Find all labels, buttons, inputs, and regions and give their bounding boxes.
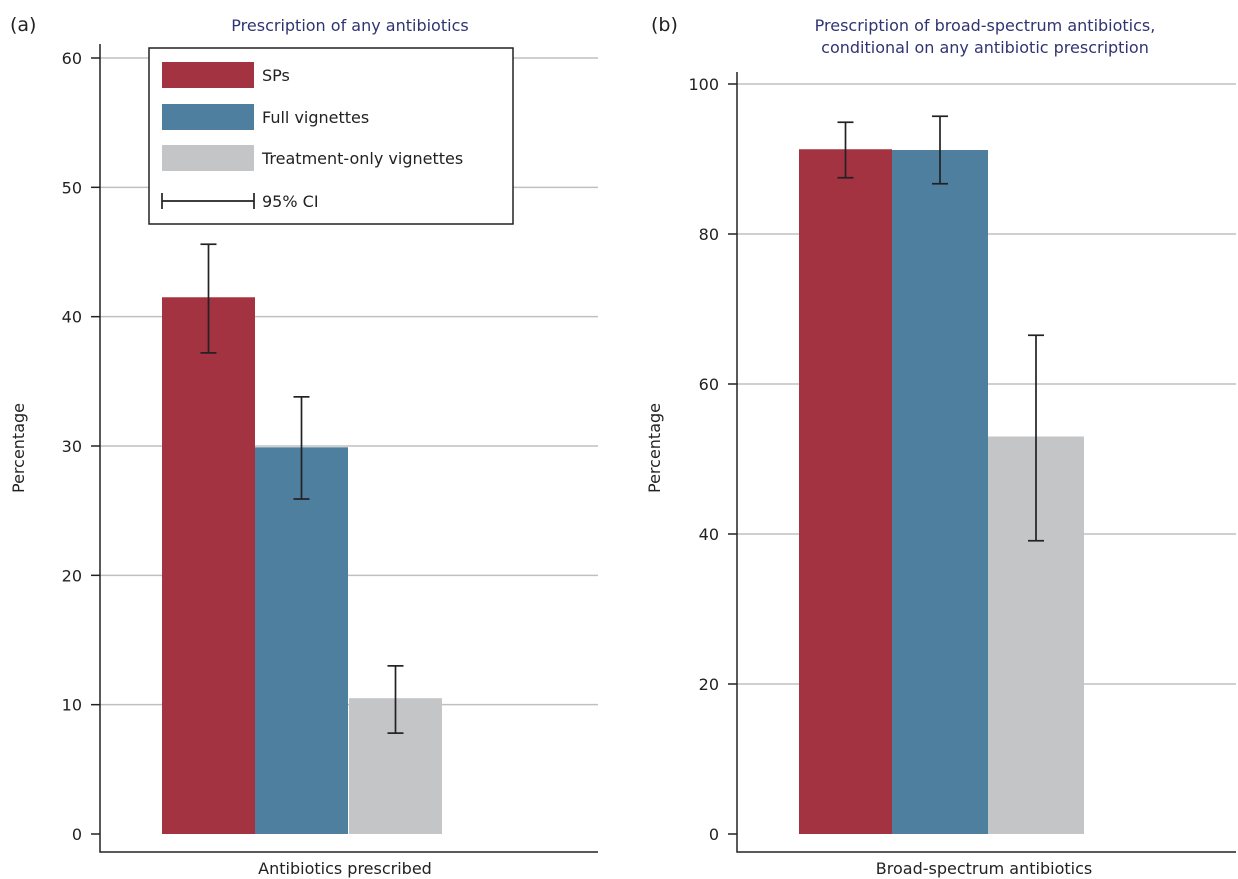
panel-b-tick-label-100: 100 <box>688 75 719 94</box>
panel-b-axes <box>736 72 1236 853</box>
panel-a-y-ticks: 0 10 20 30 40 50 60 <box>62 49 100 844</box>
panel-b-error-bar-full-vignettes <box>932 115 948 185</box>
panel-b-tick-label-40: 40 <box>699 525 719 544</box>
legend: SPs Full vignettes Treatment-only vignet… <box>148 47 514 225</box>
panel-a-x-label: Antibiotics prescribed <box>258 859 432 878</box>
panel-a-tick-label-60: 60 <box>62 49 82 68</box>
panel-b-bar-sps <box>799 149 892 834</box>
panel-a-tick-label-50: 50 <box>62 178 82 197</box>
panel-a-bars <box>162 297 442 834</box>
panel-a-y-label: Percentage <box>9 403 28 493</box>
legend-swatch-treatment-only <box>162 145 254 171</box>
panel-a: (a) Prescription of any antibiotics 0 10 2… <box>9 14 598 878</box>
panel-a-tick-label-10: 10 <box>62 696 82 715</box>
panel-a-title: Prescription of any antibiotics <box>231 16 468 35</box>
panel-b-subtitle: conditional on any antibiotic prescripti… <box>821 38 1149 57</box>
panel-a-axes <box>99 44 598 853</box>
panel-a-error-bar-sps <box>200 243 217 354</box>
panel-b-bar-full-vignettes <box>892 150 988 834</box>
panel-a-tick-label-0: 0 <box>72 825 82 844</box>
panel-b-tick-label-0: 0 <box>709 825 719 844</box>
panel-b-letter: (b) <box>651 14 678 36</box>
panel-a-letter: (a) <box>10 14 36 36</box>
panel-a-error-bar-full-vignettes <box>293 396 310 500</box>
panel-b-error-bar-sps <box>837 121 854 179</box>
legend-swatch-sps <box>162 62 254 88</box>
legend-label-full-vignettes: Full vignettes <box>262 108 369 127</box>
panel-b: (b) Prescription of broad-spectrum antib… <box>645 14 1236 878</box>
panel-a-tick-label-20: 20 <box>62 566 82 585</box>
panel-a-tick-label-40: 40 <box>62 308 82 327</box>
panel-b-title: Prescription of broad-spectrum antibioti… <box>815 16 1156 35</box>
panel-b-x-label: Broad-spectrum antibiotics <box>876 859 1092 878</box>
legend-ci-icon <box>161 193 255 209</box>
panel-a-bar-full-vignettes <box>255 447 348 834</box>
legend-swatch-full-vignettes <box>162 104 254 130</box>
panel-b-y-label: Percentage <box>645 403 664 493</box>
panel-a-error-bars <box>200 243 404 734</box>
panel-a-bar-sps <box>162 297 255 834</box>
panel-b-tick-label-80: 80 <box>699 225 719 244</box>
legend-label-treatment-only: Treatment-only vignettes <box>261 149 463 168</box>
panel-b-bars <box>799 149 1084 834</box>
panel-b-tick-label-20: 20 <box>699 675 719 694</box>
panel-b-error-bar-treatment-only <box>1028 334 1044 542</box>
legend-label-ci: 95% CI <box>262 192 319 211</box>
panel-a-tick-label-30: 30 <box>62 437 82 456</box>
panel-b-y-ticks: 0 20 40 60 80 100 <box>688 75 737 844</box>
panel-b-tick-label-60: 60 <box>699 375 719 394</box>
panel-b-error-bars <box>837 115 1044 542</box>
panel-a-error-bar-treatment-only <box>387 665 404 734</box>
legend-label-sps: SPs <box>262 66 290 85</box>
